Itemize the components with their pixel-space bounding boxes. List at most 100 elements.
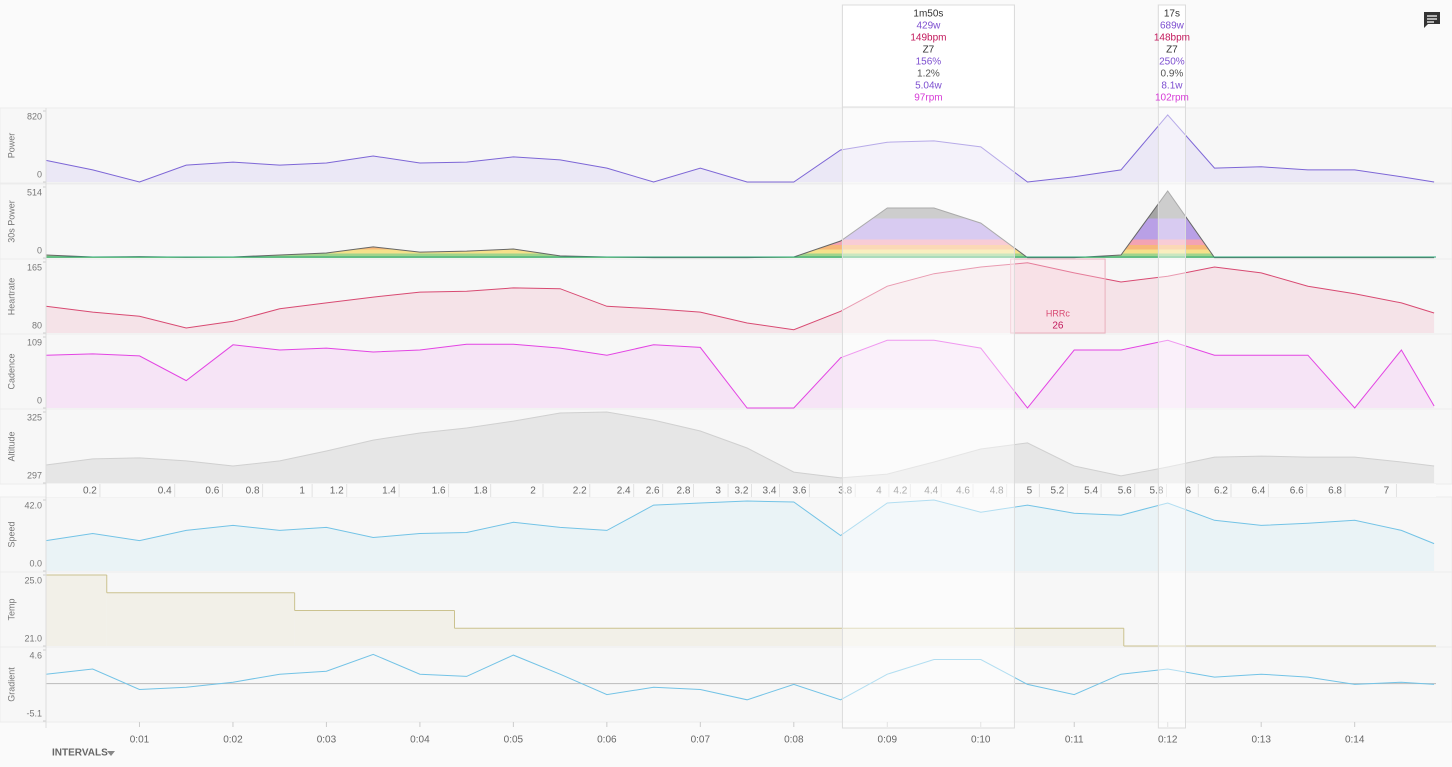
- interval-stat: 149bpm: [910, 33, 946, 44]
- y-tick-label: 109: [27, 337, 42, 347]
- distance-tick-label: 7: [1384, 486, 1390, 497]
- y-tick-label: 21.0: [24, 633, 42, 643]
- step-fill: [454, 628, 1124, 646]
- interval-stat: 5.04w: [915, 81, 942, 92]
- distance-tick-label: 0.2: [83, 486, 97, 497]
- panel-background: [0, 646, 1452, 723]
- y-tick-label: -5.1: [26, 708, 42, 718]
- series-line: [45, 190, 1435, 259]
- distance-tick-label: 4.8: [990, 486, 1004, 497]
- interval-stat: Z7: [923, 45, 935, 56]
- interval-selection: [841, 4, 1015, 729]
- distance-tick-label: 3.6: [792, 486, 806, 497]
- distance-tick-label: 1: [299, 486, 305, 497]
- panel: Gradient 4.6 -5.1: [0, 646, 1452, 723]
- y-tick-label: 0: [37, 395, 42, 405]
- distance-tick-label: 6.8: [1328, 486, 1342, 497]
- distance-tick-label: 1.4: [382, 486, 396, 497]
- comment-lines[interactable]: [1427, 15, 1437, 23]
- intervals-button[interactable]: INTERVALS: [52, 748, 115, 759]
- distance-tick-label: 1.6: [432, 486, 446, 497]
- interval-stat: 1m50s: [913, 9, 943, 20]
- distance-tick-label: 4.2: [893, 486, 907, 497]
- distance-tick-label: 0.8: [246, 486, 260, 497]
- distance-tick-label: 5.6: [1118, 486, 1132, 497]
- series-line: [45, 262, 1435, 331]
- intervals-button-label[interactable]: INTERVALS: [52, 748, 108, 759]
- distance-tick-label: 2.6: [646, 486, 660, 497]
- series-line: [45, 653, 1435, 701]
- interval-stats-box: [841, 4, 1015, 108]
- distance-tick-label: 6: [1186, 486, 1192, 497]
- distance-tick-label: 0.4: [158, 486, 172, 497]
- x-tick-label: 0:07: [691, 735, 711, 746]
- dropdown-arrow[interactable]: [107, 751, 115, 756]
- interval-stat: 17s: [1164, 9, 1180, 20]
- x-tick-label: 0:14: [1345, 735, 1365, 746]
- interval-stats-box: [1157, 4, 1186, 108]
- series-line: [45, 339, 1435, 409]
- y-tick-label: 4.6: [29, 650, 42, 660]
- interval-stat: Z7: [1166, 45, 1178, 56]
- area-fill: [46, 262, 1435, 333]
- area-fill: [46, 412, 1435, 483]
- distance-tick-label: 4.4: [924, 486, 938, 497]
- step-fill: [46, 575, 107, 646]
- area-fill: [46, 340, 1435, 408]
- distance-tick-label: 3.4: [763, 486, 777, 497]
- y-tick-label: 820: [27, 111, 42, 121]
- distance-tick-label: 2: [530, 486, 536, 497]
- step-fill: [106, 592, 295, 646]
- distance-tick-label: 5.4: [1084, 486, 1098, 497]
- distance-tick-label: 1.2: [330, 486, 344, 497]
- interval-selection: [1157, 4, 1186, 729]
- area-fill: [46, 114, 1435, 182]
- distance-tick-label: 0.6: [205, 486, 219, 497]
- distance-tick-label: 6.4: [1251, 486, 1265, 497]
- x-tick-label: 0:03: [317, 735, 337, 746]
- distance-tick-label: 2.2: [573, 486, 587, 497]
- interval-stat: 0.9%: [1161, 69, 1184, 80]
- panel: Speed 42.0 0.0: [0, 496, 1452, 573]
- panel: Cadence 109 0: [0, 333, 1452, 410]
- x-tick-label: 0:01: [130, 735, 150, 746]
- distance-tick-label: 3.2: [735, 486, 749, 497]
- y-tick-label: 0.0: [29, 558, 42, 568]
- interval-stat: 429w: [916, 21, 941, 32]
- distance-tick-label: 2.4: [617, 486, 631, 497]
- x-tick-label: 0:09: [878, 735, 898, 746]
- hrrc-box: [1010, 258, 1106, 334]
- series-line: [45, 114, 1435, 183]
- distance-tick-label: 6.6: [1290, 486, 1304, 497]
- interval-stat: 148bpm: [1154, 33, 1190, 44]
- panel-label: Speed: [6, 521, 16, 547]
- panel: Heartrate 165 80: [0, 258, 1452, 335]
- interval-stat: 8.1w: [1161, 81, 1183, 92]
- hrrc-label: HRRc: [1046, 308, 1070, 318]
- step-fill: [294, 610, 455, 646]
- x-tick-label: 0:02: [223, 735, 243, 746]
- distance-tick-label: 4: [876, 486, 882, 497]
- hrrc-value: 26: [1052, 321, 1064, 332]
- x-tick-label: 0:12: [1158, 735, 1178, 746]
- panel-label: Power: [6, 133, 16, 159]
- panel-label: 30s Power: [6, 200, 16, 243]
- interval-stat: 1.2%: [917, 69, 940, 80]
- x-tick-label: 0:05: [504, 735, 524, 746]
- area-fill: [46, 500, 1435, 571]
- series-line: [45, 499, 1435, 545]
- panel-label: Temp: [6, 598, 16, 620]
- x-tick-label: 0:06: [597, 735, 617, 746]
- distance-tick-label: 3: [715, 486, 721, 497]
- x-tick-label: 0:04: [410, 735, 430, 746]
- comment-icon[interactable]: [1424, 12, 1440, 28]
- y-tick-label: 25.0: [24, 575, 42, 585]
- distance-tick-label: 5.2: [1050, 486, 1064, 497]
- panel: Power 820 0: [0, 107, 1452, 184]
- overlays: HRRc261m50s429w149bpmZ7156%1.2%5.04w97rp…: [841, 4, 1190, 729]
- distance-tick-label: 2.8: [677, 486, 691, 497]
- distance-strip: [46, 484, 1436, 497]
- distance-tick-label: 6.2: [1214, 486, 1228, 497]
- series-line: [45, 411, 1435, 479]
